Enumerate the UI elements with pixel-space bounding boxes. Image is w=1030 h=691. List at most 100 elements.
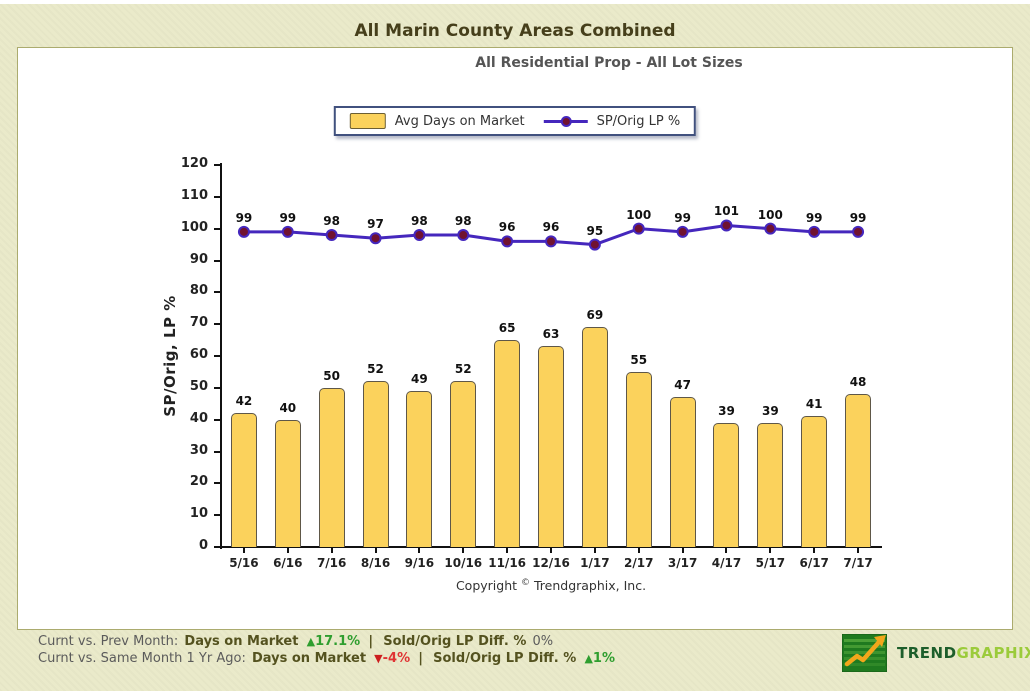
line-value-label: 101 — [713, 204, 739, 219]
x-tick-mark — [418, 548, 421, 553]
x-axis-label: 2/17 — [624, 556, 654, 570]
y-tick-label: 110 — [180, 187, 208, 203]
y-tick-mark — [214, 323, 221, 326]
x-axis-label: 11/16 — [488, 556, 527, 570]
bar-5/17 — [757, 422, 784, 547]
y-tick-mark — [214, 450, 221, 453]
y-tick-mark — [214, 514, 221, 517]
y-axis-line — [220, 163, 222, 549]
bar-value-label: 41 — [805, 397, 823, 412]
bar-1/17 — [581, 327, 608, 547]
x-tick-mark — [462, 548, 465, 553]
bar-11/16 — [494, 340, 521, 547]
line-point-5/16 — [237, 225, 250, 238]
x-axis-label: 8/16 — [360, 556, 391, 570]
bar-9/16 — [406, 391, 433, 547]
bar-12/16 — [538, 346, 564, 547]
x-tick-mark — [374, 548, 377, 553]
y-tick-label: 60 — [189, 347, 208, 362]
y-tick-label: 10 — [189, 506, 208, 522]
bar-5/16 — [230, 413, 257, 547]
x-tick-mark — [286, 548, 289, 553]
line-value-label: 96 — [498, 220, 516, 235]
bar-4/17 — [713, 422, 740, 547]
bar-value-label: 63 — [542, 327, 560, 342]
line-value-label: 100 — [757, 207, 783, 222]
chart-copyright: Copyright © Trendgraphix, Inc. — [456, 578, 646, 593]
page-title: All Marin County Areas Combined — [354, 21, 676, 41]
status-delta: 0% — [532, 634, 554, 649]
x-axis-label: 5/16 — [229, 556, 259, 570]
x-axis-label: 3/17 — [667, 556, 698, 570]
x-axis-label: 9/16 — [404, 556, 435, 570]
line-point-6/16 — [281, 225, 294, 238]
y-tick-mark — [214, 355, 221, 357]
bar-value-label: 48 — [849, 375, 867, 390]
bar-8/16 — [362, 381, 389, 547]
x-tick-mark — [681, 548, 684, 553]
line-point-4/17 — [720, 219, 733, 232]
status-delta: -4% — [382, 651, 411, 666]
status-delta: 1% — [592, 651, 615, 666]
line-point-3/17 — [676, 225, 689, 238]
y-tick-label: 70 — [189, 315, 208, 331]
x-tick-mark — [593, 548, 596, 553]
x-axis-label: 12/16 — [532, 556, 570, 570]
line-series-swatch-icon — [543, 114, 588, 128]
bar-value-label: 55 — [630, 352, 648, 367]
line-value-label: 99 — [674, 210, 691, 225]
line-value-label: 99 — [849, 210, 867, 225]
up-triangle-icon: ▲ — [584, 652, 593, 665]
x-axis-line — [220, 546, 882, 548]
x-axis-label: 10/16 — [444, 556, 483, 570]
y-tick-label: 30 — [189, 442, 208, 458]
up-triangle-icon: ▲ — [306, 635, 316, 648]
line-value-label: 100 — [626, 207, 652, 222]
y-tick-label: 40 — [189, 410, 208, 426]
status-metric: Days on Market — [251, 651, 367, 666]
bar-3/17 — [669, 397, 696, 547]
bar-6/17 — [801, 416, 828, 547]
chart-legend: Avg Days on Market SP/Orig LP % — [333, 106, 697, 136]
line-point-12/16 — [545, 235, 557, 248]
line-point-7/16 — [325, 229, 338, 242]
bar-value-label: 47 — [674, 378, 691, 393]
x-tick-mark — [242, 548, 245, 553]
bar-value-label: 42 — [235, 394, 253, 409]
copyright-symbol-icon: © — [521, 578, 530, 588]
y-tick-label: 120 — [180, 156, 208, 171]
line-value-label: 99 — [235, 210, 253, 225]
y-tick-label: 90 — [189, 251, 208, 267]
y-tick-mark — [214, 291, 221, 294]
line-point-10/16 — [457, 229, 470, 242]
y-tick-mark — [214, 482, 221, 485]
line-value-label: 95 — [586, 223, 604, 238]
bar-value-label: 65 — [498, 321, 516, 336]
bar-6/16 — [274, 419, 301, 547]
status-separator: | — [368, 634, 374, 649]
line-point-9/16 — [413, 229, 426, 242]
x-tick-mark — [725, 548, 728, 553]
x-axis-label: 4/17 — [711, 556, 742, 570]
y-tick-mark — [214, 195, 221, 198]
bar-value-label: 52 — [454, 362, 472, 377]
bar-7/17 — [845, 394, 872, 547]
x-axis-label: 5/17 — [755, 556, 786, 570]
status-separator: | — [418, 651, 423, 666]
x-axis-label: 6/16 — [273, 556, 303, 570]
x-axis-label: 7/16 — [316, 556, 347, 570]
bar-value-label: 50 — [323, 368, 340, 383]
down-triangle-icon: ▼ — [374, 652, 383, 665]
x-tick-mark — [506, 548, 509, 553]
x-tick-mark — [330, 548, 333, 553]
line-point-5/17 — [764, 222, 777, 235]
line-value-label: 99 — [279, 210, 297, 225]
y-tick-label: 50 — [189, 378, 208, 394]
line-value-label: 97 — [367, 217, 384, 232]
status-metric: Days on Market — [184, 634, 299, 649]
bar-series-swatch-icon — [349, 113, 386, 129]
y-tick-mark — [214, 546, 221, 548]
line-value-label: 96 — [542, 220, 560, 235]
status-prefix: Curnt vs. Same Month 1 Yr Ago: — [38, 651, 246, 666]
status-line-prev-month: Curnt vs. Prev Month: Days on Market ▲17… — [38, 633, 615, 650]
